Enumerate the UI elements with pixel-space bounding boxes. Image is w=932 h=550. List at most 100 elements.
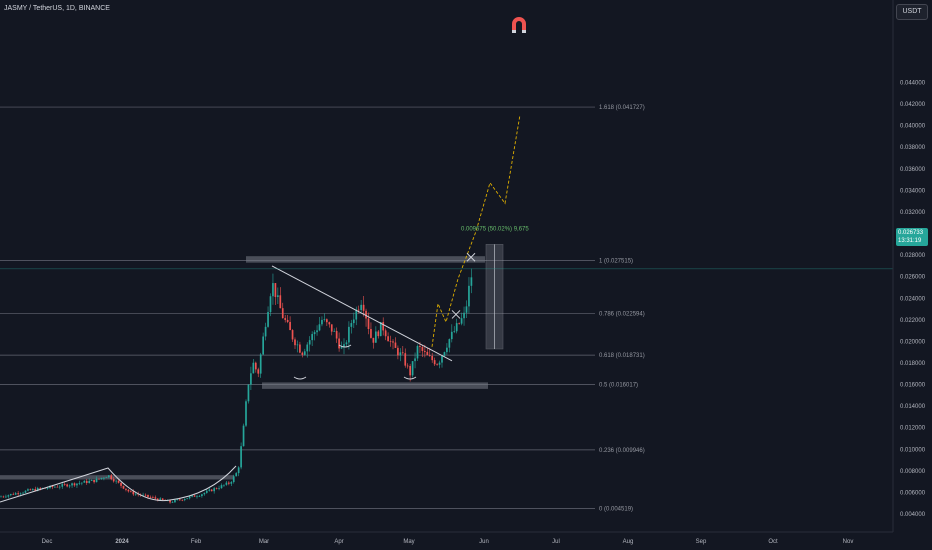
candle-body	[409, 365, 411, 376]
candle-body	[90, 479, 93, 481]
candle-body	[441, 355, 443, 363]
candle-body	[267, 312, 269, 327]
candle-body	[365, 310, 367, 319]
candle-body	[232, 476, 235, 483]
candle-body	[254, 362, 257, 370]
time-tick-label: Oct	[768, 539, 778, 545]
candle-body	[357, 309, 360, 311]
cross-marker	[466, 252, 476, 262]
candle-body	[54, 486, 56, 488]
fib-label: 1.618 (0.041727)	[599, 105, 645, 111]
price-axis[interactable]: 0.044000 0.042000 0.040000 0.038000 0.036000…	[892, 0, 926, 532]
candle-body	[333, 330, 336, 332]
candle-body	[205, 490, 208, 493]
candle-body	[463, 312, 465, 319]
fib-label: 1 (0.027515)	[599, 258, 633, 264]
price-tick-label: 0.006000	[900, 490, 926, 496]
candle-body	[242, 425, 245, 447]
candle-body	[352, 319, 355, 324]
candle-body	[460, 318, 463, 324]
candle-body	[191, 495, 193, 497]
candle-body	[424, 350, 426, 352]
candle-body	[468, 285, 470, 307]
candle-body	[291, 330, 294, 340]
candle-body	[428, 355, 431, 356]
candle-body	[235, 473, 238, 477]
candle-body	[250, 373, 252, 385]
candle-body	[362, 304, 365, 311]
candle-body	[85, 480, 88, 484]
candle-body	[169, 500, 171, 503]
candle-body	[120, 482, 122, 486]
candle-body	[159, 498, 162, 501]
candle-body	[68, 485, 71, 487]
candle-body	[245, 401, 247, 426]
fib-label: 0.236 (0.009946)	[599, 448, 645, 454]
candle-body	[384, 330, 387, 337]
magnet-icon[interactable]	[512, 17, 526, 33]
candle-body	[2, 496, 5, 498]
candle-body	[303, 351, 306, 355]
pivot-low-arc	[338, 344, 352, 348]
symbol-title: JASMY / TetherUS, 1D, BINANCE	[4, 5, 110, 12]
candle-body	[0, 496, 2, 498]
candle-body	[73, 483, 76, 486]
candle-body	[24, 490, 27, 493]
candle-body	[117, 480, 120, 483]
pivot-low-arc	[293, 376, 307, 380]
candle-body	[345, 342, 348, 345]
price-tick-label: 0.044000	[900, 81, 926, 87]
candle-body	[122, 485, 125, 489]
candle-body	[149, 496, 152, 498]
candle-body	[56, 486, 59, 488]
candle-body	[12, 493, 15, 495]
candle-body	[433, 360, 436, 365]
candle-body	[301, 352, 304, 355]
candle-body	[223, 484, 225, 486]
candle-body	[330, 324, 333, 332]
candle-body	[448, 339, 451, 348]
candle-body	[228, 482, 230, 484]
candle-body	[343, 344, 345, 348]
time-tick-label: May	[403, 539, 414, 545]
candle-body	[326, 319, 328, 323]
candle-body	[269, 296, 272, 313]
candle-body	[127, 489, 130, 492]
candle-body	[406, 365, 409, 367]
price-tick-label: 0.016000	[900, 383, 926, 389]
candle-body	[375, 331, 377, 343]
candle-body	[176, 499, 179, 501]
candle-body	[66, 484, 68, 487]
candle-body	[22, 492, 24, 494]
cross-marker	[451, 310, 461, 319]
price-tick-label: 0.022000	[900, 318, 926, 324]
candle-body	[5, 496, 7, 498]
candle-body	[377, 331, 380, 337]
candle-body	[17, 493, 19, 495]
candle-body	[443, 352, 446, 356]
price-tick-label: 0.036000	[900, 167, 926, 173]
candle-body	[286, 319, 289, 322]
price-tick-label: 0.014000	[900, 404, 926, 410]
candle-body	[181, 499, 184, 501]
candle-body	[49, 485, 51, 489]
candle-body	[411, 361, 414, 376]
candle-body	[183, 499, 186, 501]
candle-body	[389, 341, 392, 342]
currency-selector[interactable]: USDT	[896, 4, 928, 20]
fib-label: 0.618 (0.018731)	[599, 353, 645, 359]
candle-body	[230, 482, 233, 484]
price-tick-label: 0.028000	[900, 253, 926, 259]
candle-body	[61, 484, 64, 487]
candle-body	[340, 347, 343, 349]
candle-body	[174, 499, 176, 503]
time-axis[interactable]: Dec 2024 Feb Mar Apr May Jun Jul Aug Sep Oct Nov	[0, 531, 893, 545]
candle-body	[308, 340, 311, 345]
candle-body	[311, 334, 313, 341]
candle-body	[19, 493, 22, 495]
candle-body	[335, 330, 338, 339]
candle-body	[179, 499, 181, 501]
candle-body	[218, 488, 220, 489]
candle-body	[81, 482, 83, 484]
